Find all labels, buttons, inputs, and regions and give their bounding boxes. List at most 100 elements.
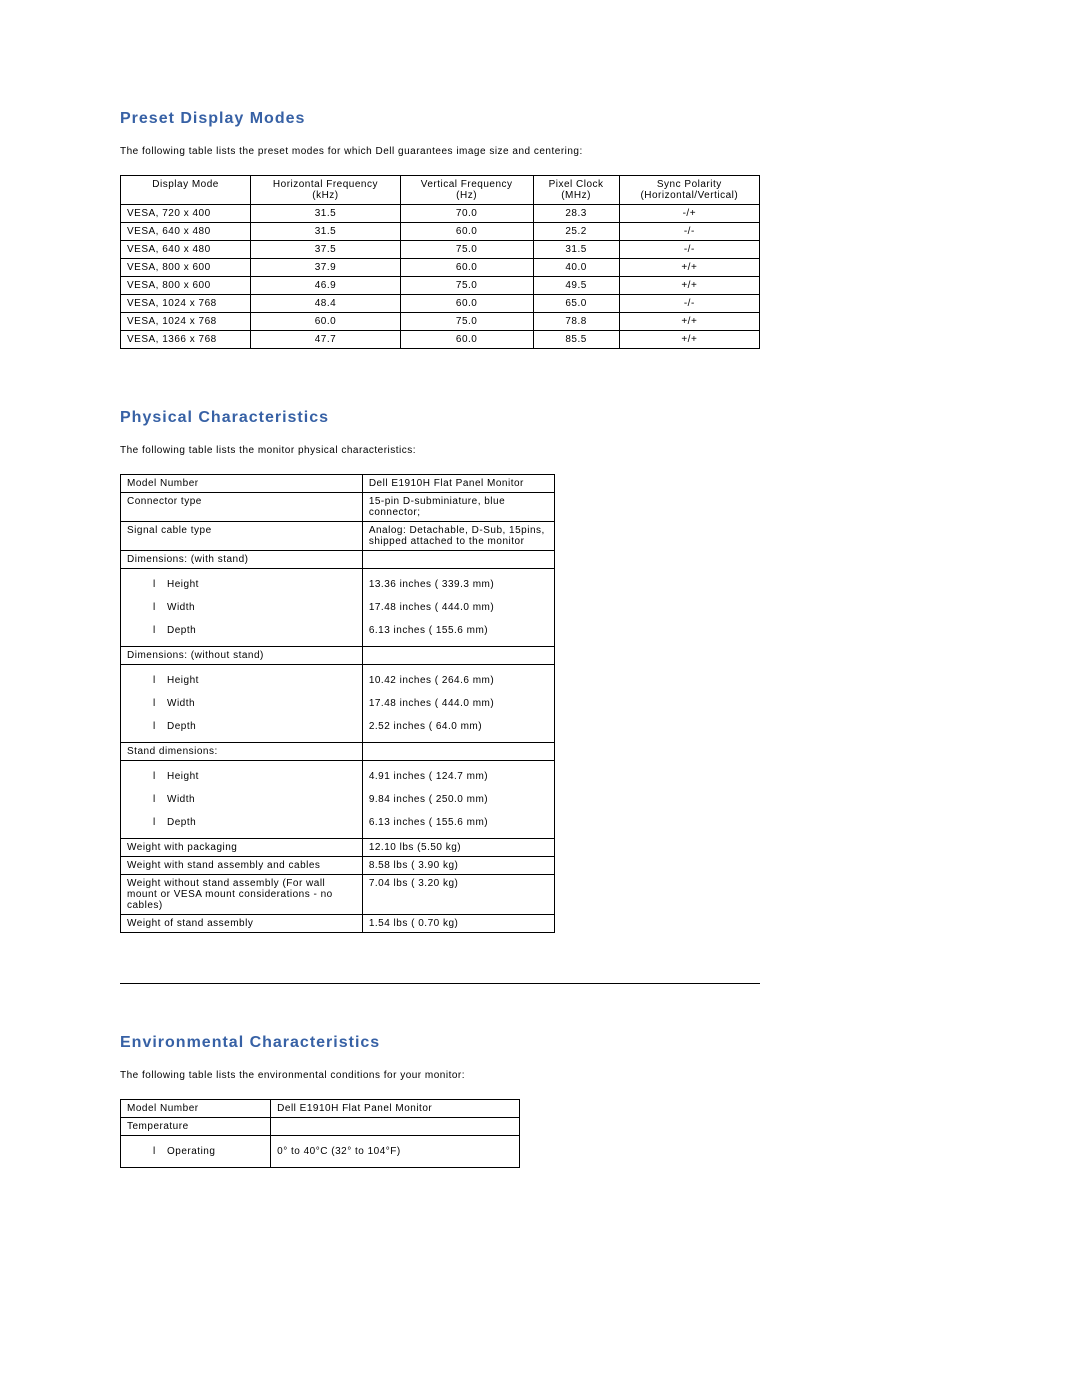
spec-label: Model Number bbox=[121, 1100, 271, 1118]
physical-table: Model NumberDell E1910H Flat Panel Monit… bbox=[120, 474, 555, 933]
preset-intro: The following table lists the preset mod… bbox=[120, 146, 960, 157]
preset-table: Display ModeHorizontal Frequency(kHz)Ver… bbox=[120, 175, 760, 349]
preset-cell: 28.3 bbox=[533, 205, 619, 223]
spec-label: Weight with packaging bbox=[121, 839, 363, 857]
preset-cell: 37.5 bbox=[251, 241, 401, 259]
table-row: Dimensions: (with stand) bbox=[121, 551, 555, 569]
spec-value bbox=[362, 551, 554, 569]
preset-cell: 47.7 bbox=[251, 331, 401, 349]
preset-cell: 60.0 bbox=[400, 223, 533, 241]
table-row: VESA, 1024 x 76848.460.065.0-/- bbox=[121, 295, 760, 313]
preset-cell: +/+ bbox=[619, 313, 759, 331]
preset-cell: 75.0 bbox=[400, 277, 533, 295]
spec-value: 4.91 inches ( 124.7 mm)9.84 inches ( 250… bbox=[362, 761, 554, 839]
preset-cell: 60.0 bbox=[400, 331, 533, 349]
preset-cell: 60.0 bbox=[400, 295, 533, 313]
preset-cell: +/+ bbox=[619, 259, 759, 277]
preset-cell: +/+ bbox=[619, 277, 759, 295]
table-row: VESA, 800 x 60037.960.040.0+/+ bbox=[121, 259, 760, 277]
spec-label: lHeightlWidthlDepth bbox=[121, 569, 363, 647]
spec-value: 0° to 40°C (32° to 104°F) bbox=[271, 1136, 520, 1168]
preset-cell: 40.0 bbox=[533, 259, 619, 277]
preset-cell: VESA, 640 x 480 bbox=[121, 223, 251, 241]
spec-label: Weight of stand assembly bbox=[121, 915, 363, 933]
preset-cell: 65.0 bbox=[533, 295, 619, 313]
preset-col-header: Horizontal Frequency(kHz) bbox=[251, 176, 401, 205]
preset-cell: VESA, 800 x 600 bbox=[121, 277, 251, 295]
spec-label: Dimensions: (without stand) bbox=[121, 647, 363, 665]
spec-value: 1.54 lbs ( 0.70 kg) bbox=[362, 915, 554, 933]
table-row: Weight without stand assembly (For wall … bbox=[121, 875, 555, 915]
table-row: VESA, 1024 x 76860.075.078.8+/+ bbox=[121, 313, 760, 331]
physical-heading: Physical Characteristics bbox=[120, 409, 960, 427]
preset-cell: 60.0 bbox=[400, 259, 533, 277]
spec-value: 10.42 inches ( 264.6 mm)17.48 inches ( 4… bbox=[362, 665, 554, 743]
table-row: Temperature bbox=[121, 1118, 520, 1136]
spec-label: Signal cable type bbox=[121, 522, 363, 551]
spec-label: Weight with stand assembly and cables bbox=[121, 857, 363, 875]
preset-col-header: Display Mode bbox=[121, 176, 251, 205]
table-row: VESA, 640 x 48037.575.031.5-/- bbox=[121, 241, 760, 259]
preset-cell: 49.5 bbox=[533, 277, 619, 295]
spec-label: Temperature bbox=[121, 1118, 271, 1136]
spec-label: Stand dimensions: bbox=[121, 743, 363, 761]
preset-cell: VESA, 1024 x 768 bbox=[121, 313, 251, 331]
physical-intro: The following table lists the monitor ph… bbox=[120, 445, 960, 456]
table-row: Signal cable typeAnalog: Detachable, D-S… bbox=[121, 522, 555, 551]
preset-cell: 85.5 bbox=[533, 331, 619, 349]
env-table: Model NumberDell E1910H Flat Panel Monit… bbox=[120, 1099, 520, 1168]
preset-cell: 70.0 bbox=[400, 205, 533, 223]
preset-cell: +/+ bbox=[619, 331, 759, 349]
preset-heading: Preset Display Modes bbox=[120, 110, 960, 128]
table-row: Stand dimensions: bbox=[121, 743, 555, 761]
preset-cell: 37.9 bbox=[251, 259, 401, 277]
spec-label: lHeightlWidthlDepth bbox=[121, 761, 363, 839]
spec-value: 15-pin D-subminiature, blue connector; bbox=[362, 493, 554, 522]
preset-cell: -/- bbox=[619, 241, 759, 259]
spec-value: 8.58 lbs ( 3.90 kg) bbox=[362, 857, 554, 875]
spec-value bbox=[362, 743, 554, 761]
spec-value: Analog: Detachable, D-Sub, 15pins, shipp… bbox=[362, 522, 554, 551]
table-row: Weight with packaging12.10 lbs (5.50 kg) bbox=[121, 839, 555, 857]
spec-value: 12.10 lbs (5.50 kg) bbox=[362, 839, 554, 857]
preset-cell: -/- bbox=[619, 223, 759, 241]
spec-label: lOperating bbox=[121, 1136, 271, 1168]
table-row: VESA, 720 x 40031.570.028.3-/+ bbox=[121, 205, 760, 223]
table-row: lHeightlWidthlDepth10.42 inches ( 264.6 … bbox=[121, 665, 555, 743]
spec-value: Dell E1910H Flat Panel Monitor bbox=[362, 475, 554, 493]
preset-cell: 46.9 bbox=[251, 277, 401, 295]
table-row: VESA, 1366 x 76847.760.085.5+/+ bbox=[121, 331, 760, 349]
table-row: Weight of stand assembly1.54 lbs ( 0.70 … bbox=[121, 915, 555, 933]
section-divider bbox=[120, 983, 760, 984]
spec-value: 7.04 lbs ( 3.20 kg) bbox=[362, 875, 554, 915]
preset-cell: VESA, 1366 x 768 bbox=[121, 331, 251, 349]
preset-col-header: Pixel Clock(MHz) bbox=[533, 176, 619, 205]
table-row: Model NumberDell E1910H Flat Panel Monit… bbox=[121, 1100, 520, 1118]
table-row: Dimensions: (without stand) bbox=[121, 647, 555, 665]
table-row: Model NumberDell E1910H Flat Panel Monit… bbox=[121, 475, 555, 493]
preset-cell: 31.5 bbox=[533, 241, 619, 259]
preset-cell: -/+ bbox=[619, 205, 759, 223]
table-row: Connector type15-pin D-subminiature, blu… bbox=[121, 493, 555, 522]
table-row: lHeightlWidthlDepth4.91 inches ( 124.7 m… bbox=[121, 761, 555, 839]
env-heading: Environmental Characteristics bbox=[120, 1034, 960, 1052]
preset-cell: VESA, 720 x 400 bbox=[121, 205, 251, 223]
spec-value: Dell E1910H Flat Panel Monitor bbox=[271, 1100, 520, 1118]
preset-cell: VESA, 640 x 480 bbox=[121, 241, 251, 259]
spec-label: Connector type bbox=[121, 493, 363, 522]
preset-cell: 31.5 bbox=[251, 223, 401, 241]
table-row: Weight with stand assembly and cables8.5… bbox=[121, 857, 555, 875]
table-row: VESA, 640 x 48031.560.025.2-/- bbox=[121, 223, 760, 241]
preset-cell: 48.4 bbox=[251, 295, 401, 313]
preset-cell: -/- bbox=[619, 295, 759, 313]
preset-col-header: Vertical Frequency(Hz) bbox=[400, 176, 533, 205]
preset-cell: 25.2 bbox=[533, 223, 619, 241]
preset-cell: 78.8 bbox=[533, 313, 619, 331]
preset-cell: 60.0 bbox=[251, 313, 401, 331]
spec-value bbox=[271, 1118, 520, 1136]
spec-value bbox=[362, 647, 554, 665]
spec-label: Dimensions: (with stand) bbox=[121, 551, 363, 569]
preset-cell: 75.0 bbox=[400, 241, 533, 259]
preset-cell: VESA, 1024 x 768 bbox=[121, 295, 251, 313]
table-row: VESA, 800 x 60046.975.049.5+/+ bbox=[121, 277, 760, 295]
